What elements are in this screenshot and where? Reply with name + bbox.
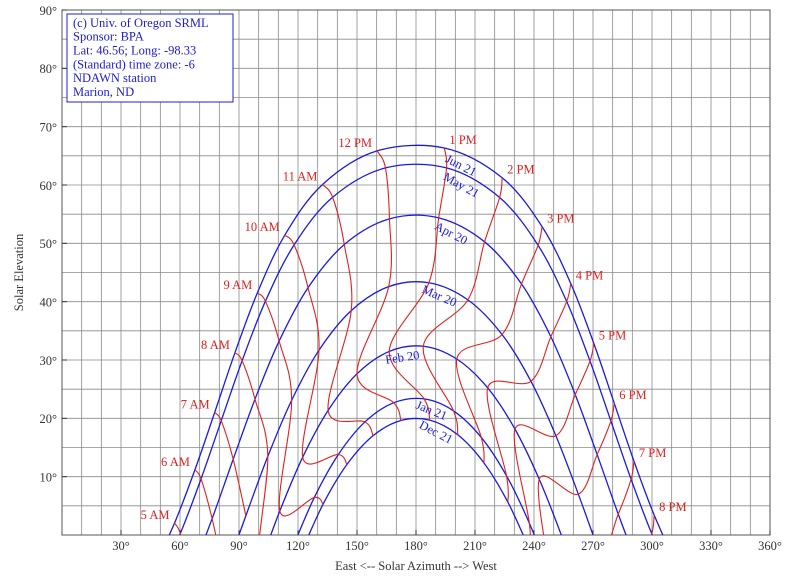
hour-line bbox=[388, 147, 448, 421]
hour-label: 6 AM bbox=[161, 455, 190, 469]
hour-line bbox=[422, 177, 503, 435]
y-tick-label: 90° bbox=[40, 4, 58, 18]
x-tick-label: 210° bbox=[463, 539, 487, 553]
hour-label: 6 PM bbox=[619, 388, 646, 402]
info-line: Marion, ND bbox=[73, 85, 134, 99]
x-tick-label: 360° bbox=[758, 539, 782, 553]
x-tick-label: 60° bbox=[171, 539, 189, 553]
hour-line bbox=[234, 352, 269, 535]
hour-line bbox=[486, 283, 572, 503]
hour-line bbox=[561, 460, 635, 535]
hour-line bbox=[256, 292, 324, 517]
hour-line bbox=[321, 184, 374, 437]
x-tick-label: 330° bbox=[699, 539, 723, 553]
hour-line bbox=[214, 412, 247, 516]
y-axis-label: Solar Elevation bbox=[12, 233, 26, 311]
hour-label: 7 AM bbox=[181, 397, 210, 411]
x-tick-label: 90° bbox=[230, 539, 248, 553]
hour-label: 8 PM bbox=[659, 500, 686, 514]
x-tick-label: 240° bbox=[522, 539, 546, 553]
hour-line bbox=[356, 150, 402, 421]
hour-label: 4 PM bbox=[576, 268, 603, 282]
x-tick-label: 270° bbox=[581, 539, 605, 553]
date-label: Feb 20 bbox=[384, 348, 420, 367]
date-curve bbox=[178, 163, 654, 535]
hour-label: 1 PM bbox=[449, 133, 476, 147]
x-axis-label: East <-- Solar Azimuth --> West bbox=[335, 559, 497, 573]
date-curve bbox=[238, 281, 594, 535]
hour-label: 3 PM bbox=[547, 211, 574, 225]
hour-line bbox=[284, 234, 348, 465]
y-tick-label: 20° bbox=[40, 412, 58, 426]
x-tick-label: 180° bbox=[404, 539, 428, 553]
hour-label: 2 PM bbox=[507, 163, 534, 177]
info-box bbox=[66, 13, 234, 103]
hour-line bbox=[513, 343, 595, 535]
y-tick-label: 50° bbox=[40, 237, 58, 251]
hour-line bbox=[194, 469, 217, 535]
y-tick-label: 80° bbox=[40, 62, 58, 76]
hour-label: 7 PM bbox=[639, 446, 666, 460]
info-line: Lat: 46.56; Long: -98.33 bbox=[73, 43, 196, 57]
x-tick-label: 300° bbox=[640, 539, 664, 553]
hour-label: 8 AM bbox=[201, 338, 230, 352]
plot-area bbox=[168, 144, 664, 535]
hour-label: 11 AM bbox=[283, 169, 318, 183]
hour-line bbox=[651, 514, 655, 535]
info-line: (c) Univ. of Oregon SRML bbox=[73, 16, 209, 30]
hour-label: 10 AM bbox=[245, 220, 280, 234]
y-tick-label: 10° bbox=[40, 471, 58, 485]
info-line: Sponsor: BPA bbox=[73, 30, 144, 44]
hour-line bbox=[174, 522, 182, 535]
hour-label: 12 PM bbox=[338, 136, 372, 150]
hour-label: 9 AM bbox=[223, 278, 252, 292]
info-line: (Standard) time zone: -6 bbox=[73, 57, 195, 71]
y-tick-label: 70° bbox=[40, 121, 58, 135]
x-tick-label: 150° bbox=[345, 539, 369, 553]
hour-line bbox=[537, 403, 615, 535]
date-curve bbox=[205, 214, 627, 535]
hour-label: 5 AM bbox=[141, 508, 170, 522]
y-tick-label: 60° bbox=[40, 179, 58, 193]
y-tick-label: 30° bbox=[40, 354, 58, 368]
x-tick-label: 30° bbox=[112, 539, 130, 553]
hour-line bbox=[455, 226, 543, 464]
hour-label: 5 PM bbox=[599, 328, 626, 342]
y-tick-label: 40° bbox=[40, 296, 58, 310]
x-tick-label: 120° bbox=[286, 539, 310, 553]
info-line: NDAWN station bbox=[73, 71, 157, 85]
date-curve bbox=[308, 417, 524, 535]
